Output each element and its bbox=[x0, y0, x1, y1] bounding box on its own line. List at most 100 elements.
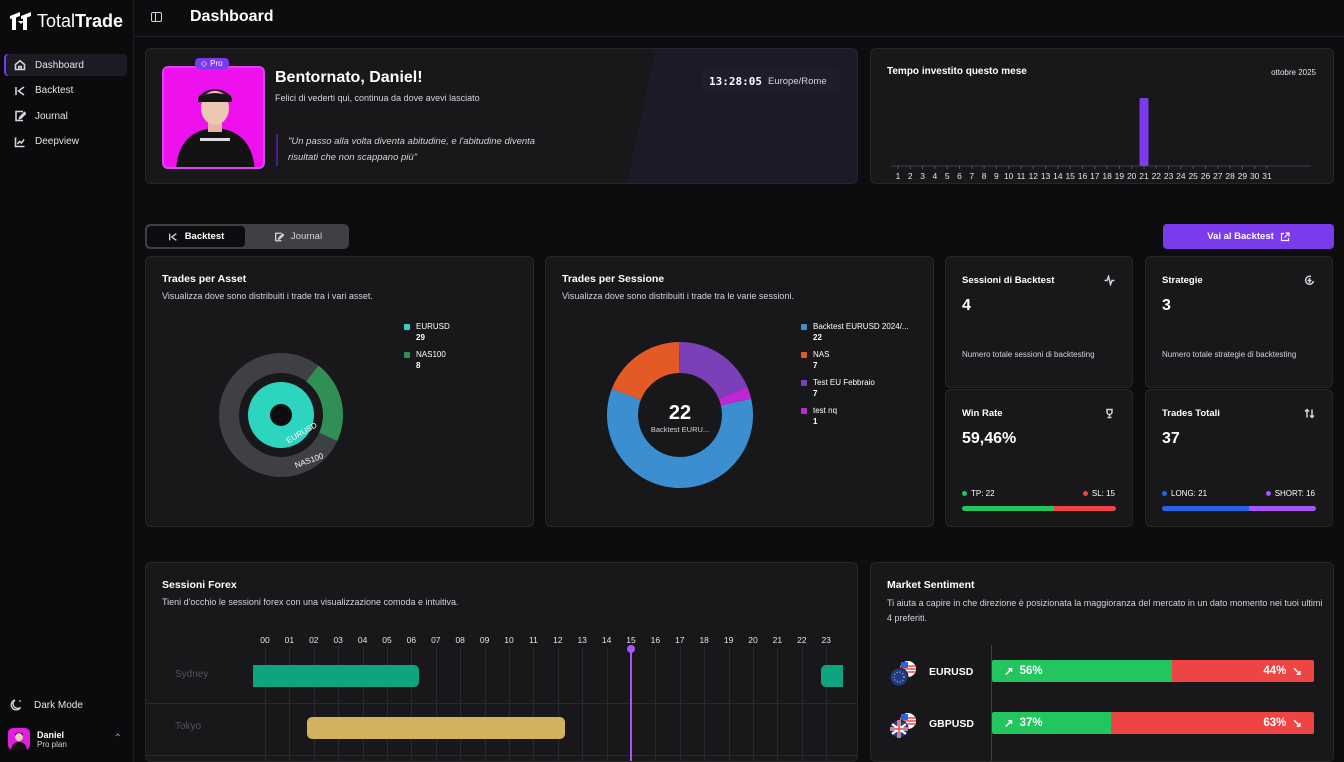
x-tick-label: 26 bbox=[1201, 171, 1211, 181]
hour-gridline bbox=[460, 647, 462, 761]
dark-mode-toggle[interactable]: Dark Mode bbox=[10, 698, 83, 712]
clock-timezone: Europe/Rome bbox=[767, 75, 827, 87]
x-tick-label: 29 bbox=[1238, 171, 1248, 181]
x-tick-label: 7 bbox=[969, 171, 974, 181]
sl-bar-segment bbox=[1053, 506, 1116, 511]
strategies-card: Strategie 3 Numero totale strategie di b… bbox=[1145, 256, 1333, 388]
x-tick-label: 9 bbox=[994, 171, 999, 181]
sidebar-item-backtest[interactable]: Backtest bbox=[4, 80, 127, 102]
hour-gridline bbox=[509, 647, 510, 761]
activity-icon bbox=[1104, 275, 1115, 286]
hour-label: 18 bbox=[699, 635, 709, 645]
hour-label: 20 bbox=[748, 635, 758, 645]
eu-us-flag-icon bbox=[889, 661, 916, 687]
hour-label: 22 bbox=[797, 635, 807, 645]
moon-icon bbox=[10, 699, 22, 711]
time-invested-card: Tempo investito questo mese ottobre 2025… bbox=[870, 48, 1334, 184]
legend-value: 22 bbox=[813, 332, 822, 342]
tab-backtest[interactable]: Backtest bbox=[147, 226, 245, 247]
x-tick-label: 31 bbox=[1262, 171, 1272, 181]
diamond-icon: ◇ bbox=[201, 59, 208, 68]
x-tick-label: 3 bbox=[920, 171, 925, 181]
hour-label: 07 bbox=[431, 635, 441, 645]
stat-value: 4 bbox=[962, 297, 971, 314]
sidebar-item-deepview[interactable]: Deepview bbox=[4, 131, 127, 153]
outer-slice[interactable] bbox=[306, 365, 343, 442]
trades-per-asset-subtitle: Visualizza dove sono distribuiti i trade… bbox=[162, 291, 373, 301]
user-name: Daniel bbox=[37, 729, 65, 740]
hour-gridline bbox=[338, 647, 340, 761]
session-bar[interactable] bbox=[306, 717, 566, 739]
hour-gridline bbox=[362, 647, 364, 761]
hour-label: 17 bbox=[675, 635, 685, 645]
hour-gridline bbox=[313, 647, 315, 761]
sidebar-item-label: Journal bbox=[35, 110, 68, 122]
go-to-backtest-button[interactable]: Vai al Backtest bbox=[1163, 224, 1334, 249]
short-label: SHORT: 16 bbox=[1265, 489, 1315, 498]
app-logo[interactable]: TotalTrade bbox=[9, 10, 123, 32]
time-invested-chart: 1 2 3 4 5 6 7 8 9 10 11 12 13 14 15 16 17 18 19 20 21 22 23 24 2… bbox=[891, 98, 1311, 181]
hour-label: 21 bbox=[772, 635, 783, 645]
long-segment: ↗ 37% bbox=[992, 712, 1112, 734]
session-bar[interactable] bbox=[821, 665, 843, 687]
view-tabs: Backtest Journal bbox=[145, 224, 349, 249]
sentiment-bar: ↗ 37% 63% ↘ bbox=[992, 712, 1314, 734]
sidebar-nav: Dashboard Backtest Journal Deepview bbox=[4, 54, 127, 156]
short-bar-segment bbox=[1249, 506, 1316, 511]
trades-per-asset-card: Trades per Asset Visualizza dove sono di… bbox=[145, 256, 534, 527]
hour-gridline bbox=[557, 647, 559, 761]
donut-slice[interactable] bbox=[718, 386, 752, 406]
forex-title: Sessioni Forex bbox=[162, 579, 237, 591]
x-tick-label: 21 bbox=[1139, 171, 1149, 181]
bar[interactable] bbox=[1139, 98, 1149, 166]
x-tick-label: 4 bbox=[933, 171, 938, 181]
legend-label: Backtest EURUSD 2024/... bbox=[813, 322, 909, 331]
trophy-icon bbox=[1106, 408, 1113, 419]
tp-label: TP: 22 bbox=[962, 489, 995, 498]
x-tick-label: 16 bbox=[1078, 171, 1088, 181]
long-dot bbox=[1162, 491, 1167, 496]
hour-label: 23 bbox=[821, 635, 831, 645]
backtest-icon bbox=[168, 232, 177, 241]
sidebar-item-journal[interactable]: Journal bbox=[4, 105, 127, 127]
hour-gridline bbox=[753, 647, 754, 761]
gb-us-flag-icon bbox=[889, 713, 916, 739]
pro-badge: ◇ Pro bbox=[195, 58, 229, 69]
stat-description: Numero totale sessioni di backtesting bbox=[962, 350, 1095, 359]
chart-icon bbox=[14, 137, 25, 147]
long-short-bar bbox=[1162, 506, 1316, 511]
donut-slice[interactable] bbox=[607, 388, 753, 488]
hour-label: 15 bbox=[626, 635, 636, 645]
pair-name: EURUSD bbox=[929, 666, 974, 678]
legend-label: NAS bbox=[813, 350, 830, 359]
avatar bbox=[8, 728, 30, 750]
legend-value: 8 bbox=[416, 360, 421, 370]
donut-slice[interactable] bbox=[678, 342, 748, 399]
sentiment-subtitle: Ti aiuta a capire in che direzione è pos… bbox=[887, 598, 1323, 623]
backtest-icon bbox=[15, 85, 25, 96]
hour-gridline bbox=[679, 647, 681, 761]
tp-dot bbox=[962, 491, 967, 496]
hour-label: 13 bbox=[577, 635, 587, 645]
session-bar[interactable] bbox=[253, 665, 419, 687]
legend-swatch bbox=[801, 324, 807, 330]
tab-journal[interactable]: Journal bbox=[249, 226, 347, 247]
short-text: SHORT: 16 bbox=[1274, 489, 1315, 498]
hour-label: 09 bbox=[479, 635, 490, 645]
hour-label: 12 bbox=[553, 635, 563, 645]
user-menu[interactable]: Daniel Pro plan ⌃ bbox=[8, 728, 126, 750]
hour-gridline bbox=[582, 647, 584, 761]
short-segment: 63% ↘ bbox=[1111, 712, 1314, 734]
trades-per-session-subtitle: Visualizza dove sono distribuiti i trade… bbox=[562, 291, 794, 301]
tab-journal-label: Journal bbox=[290, 231, 323, 242]
hour-gridline bbox=[777, 647, 779, 761]
time-invested-month: ottobre 2025 bbox=[1271, 68, 1316, 77]
donut-slice[interactable] bbox=[611, 342, 680, 400]
sidebar-toggle-icon[interactable] bbox=[151, 12, 162, 22]
dark-mode-label: Dark Mode bbox=[34, 699, 83, 711]
legend-swatch bbox=[801, 380, 807, 386]
tab-backtest-label: Backtest bbox=[184, 231, 225, 242]
sidebar-item-dashboard[interactable]: Dashboard bbox=[4, 54, 127, 76]
x-tick-label: 12 bbox=[1029, 171, 1039, 181]
long-percent: 37% bbox=[1019, 717, 1043, 729]
